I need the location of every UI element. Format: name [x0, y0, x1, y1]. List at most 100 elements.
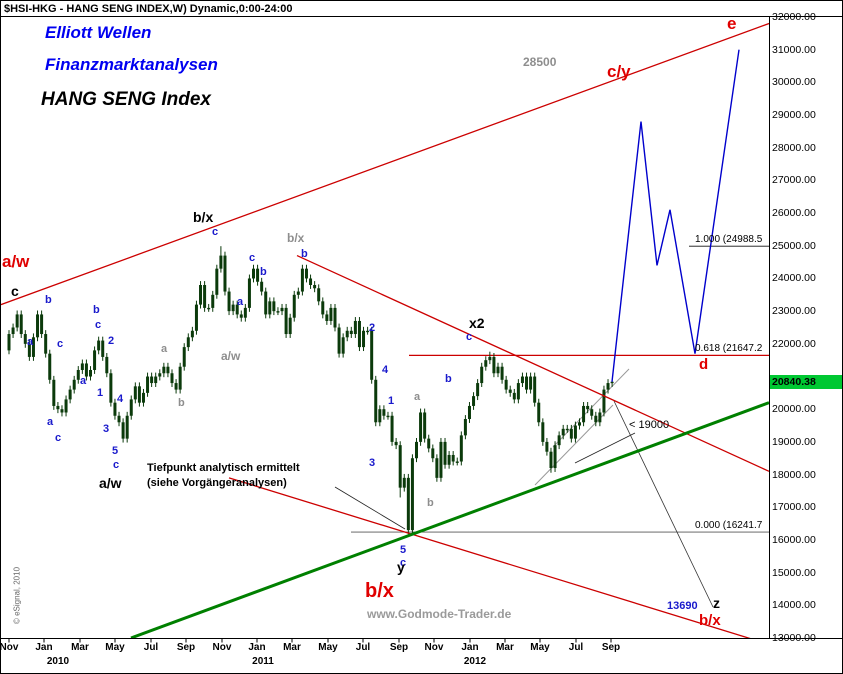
candle-body	[178, 366, 182, 390]
wave-projection-line	[611, 49, 740, 382]
brand-line-1: Elliott Wellen	[45, 23, 152, 42]
wave-label: b/x	[365, 580, 394, 602]
month-label: Jan	[461, 642, 479, 653]
candle-body	[504, 379, 508, 390]
candle-body	[569, 428, 573, 439]
candle-body	[390, 415, 394, 442]
candle-body	[80, 363, 84, 370]
candle-body	[52, 379, 56, 406]
candle-body	[215, 268, 219, 295]
candle-body	[93, 350, 97, 370]
candle-body	[541, 422, 545, 442]
candle-body	[419, 412, 423, 442]
wave-label: 2	[108, 335, 115, 347]
candle-body	[101, 340, 105, 357]
candle-body	[480, 366, 484, 384]
candle-body	[235, 304, 239, 315]
z-scenario-line	[613, 400, 714, 608]
candle-body	[109, 373, 113, 403]
candle-body	[378, 409, 382, 423]
month-label: Mar	[496, 642, 514, 653]
wave-label: 4	[382, 364, 389, 376]
wave-label: < 19000	[629, 419, 670, 431]
candle-body	[374, 379, 378, 423]
price-axis-label: 17000.00	[772, 501, 816, 514]
candle-body	[602, 389, 606, 413]
candle-body	[268, 301, 272, 315]
wave-label: a	[27, 336, 34, 348]
candle-body	[31, 337, 35, 357]
candle-body	[586, 405, 590, 410]
wave-label: a	[237, 296, 244, 308]
wave-label: 1	[97, 387, 104, 399]
candle-body	[284, 307, 288, 335]
candle-body	[186, 337, 190, 348]
candle-body	[565, 428, 569, 431]
price-axis-label: 26000.00	[772, 207, 816, 220]
month-label: Jul	[143, 642, 159, 653]
candle-body	[113, 402, 117, 416]
price-axis-label: 18000.00	[772, 468, 816, 481]
year-label: 2011	[252, 656, 274, 667]
year-label: 2012	[463, 656, 487, 667]
candle-body	[329, 307, 333, 321]
price-axis-label: 22000.00	[772, 337, 816, 350]
candle-body	[296, 291, 300, 295]
wave-label: 2	[369, 322, 376, 334]
candle-body	[573, 425, 577, 439]
fib-label: 0.618 (21647.2	[695, 343, 763, 355]
price-axis-label: 20000.00	[772, 403, 816, 416]
candle-body	[500, 366, 504, 380]
wave-label: 5	[400, 544, 407, 556]
candle-body	[121, 422, 125, 439]
candle-body	[11, 327, 15, 335]
candle-body	[313, 285, 317, 289]
month-label: Jan	[35, 642, 53, 653]
candle-body	[76, 369, 80, 380]
wave-label: 3	[369, 457, 376, 469]
candle-body	[341, 337, 345, 354]
month-label: Jul	[568, 642, 584, 653]
wave-label: b/x	[287, 231, 305, 245]
candle-body	[7, 334, 11, 351]
candle-body	[97, 340, 101, 351]
wave-label: c	[11, 283, 19, 299]
candle-body	[357, 320, 361, 348]
candle-body	[27, 343, 31, 357]
candle-body	[219, 255, 223, 269]
year-label: 2010	[46, 656, 70, 667]
wave-label: b	[178, 397, 185, 409]
wave-label: e	[727, 14, 737, 33]
candle-body	[431, 448, 435, 459]
wave-label: a	[414, 391, 421, 403]
candle-body	[484, 360, 488, 367]
candle-body	[223, 255, 227, 292]
candle-body	[557, 435, 561, 446]
candle-body	[394, 441, 398, 446]
candle-body	[137, 386, 141, 403]
candle-body	[317, 288, 321, 302]
month-label: May	[105, 642, 125, 653]
price-axis-label: 13000.00	[772, 632, 816, 644]
candle-body	[105, 356, 109, 374]
candle-body	[227, 291, 231, 312]
candle-body	[427, 438, 431, 449]
candle-body	[150, 376, 154, 384]
price-axis-label: 32000.00	[772, 11, 816, 23]
candle-body	[211, 294, 215, 308]
candle-body	[610, 381, 614, 384]
last-price-badge: 20840.38	[770, 374, 842, 389]
wave-label: d	[699, 356, 709, 373]
candle-body	[117, 415, 121, 423]
month-label: Sep	[176, 642, 196, 653]
candle-body	[402, 477, 406, 488]
candle-body	[203, 285, 207, 308]
declining-support	[228, 477, 751, 638]
wave-label: b	[427, 497, 434, 509]
wave-label: b	[301, 248, 308, 260]
candle-body	[525, 376, 529, 390]
wave-label: 5	[112, 445, 119, 457]
candle-body	[154, 376, 158, 384]
candle-body	[406, 477, 410, 531]
